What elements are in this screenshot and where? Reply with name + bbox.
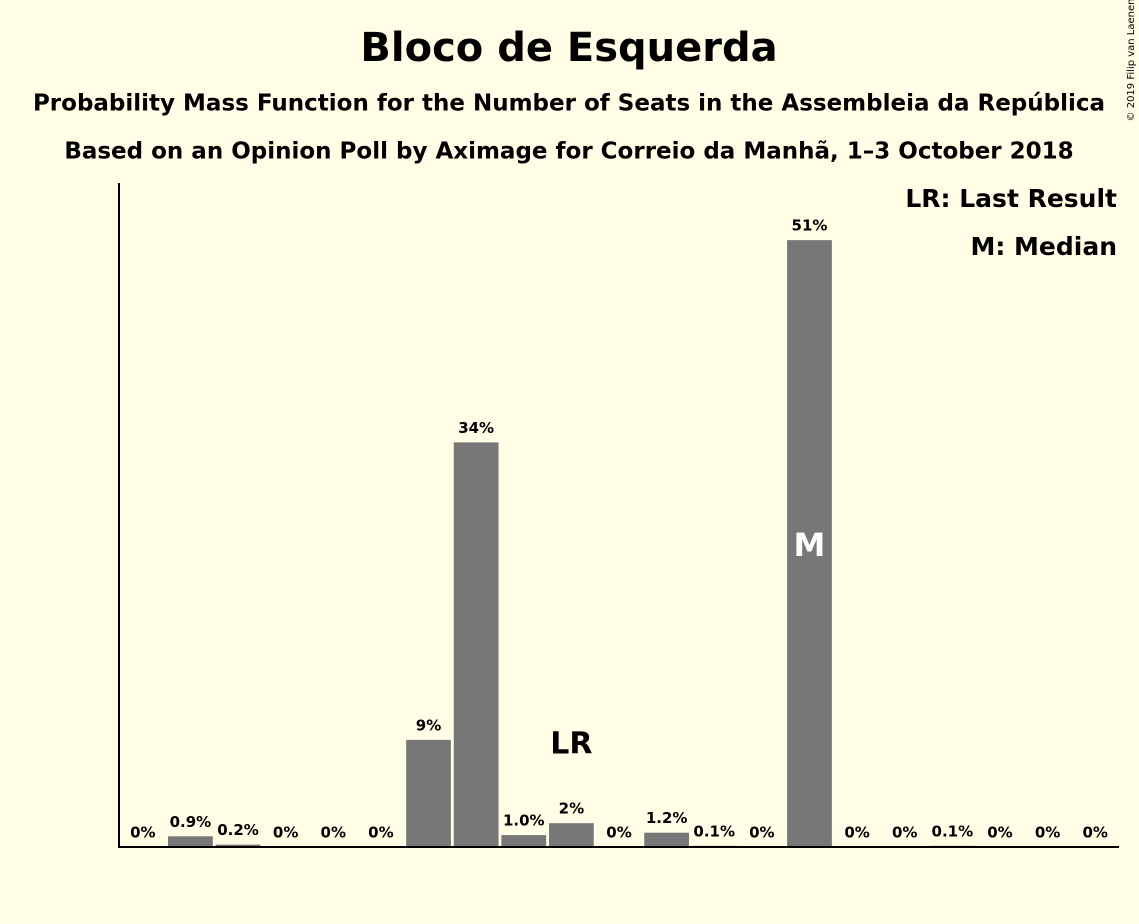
bars [168, 240, 975, 847]
data-label: 1.0% [503, 812, 545, 830]
data-label: 0.9% [170, 813, 212, 831]
data-label: 1.2% [646, 809, 688, 827]
data-label: 0.1% [693, 822, 735, 840]
data-label: 0% [892, 824, 917, 842]
data-label: 0% [321, 824, 346, 842]
bar [215, 844, 261, 847]
data-label: 9% [416, 716, 441, 734]
bar [453, 442, 499, 847]
legend-entry: M: Median [970, 232, 1117, 261]
data-label: 0% [368, 824, 393, 842]
bar [168, 836, 213, 847]
bar [787, 240, 832, 847]
data-label: 0% [273, 824, 298, 842]
last-result-label: LR [550, 727, 592, 762]
data-label: 0% [606, 824, 631, 842]
chart-subtitle: Probability Mass Function for the Number… [33, 91, 1105, 117]
legend-entry: LR: Last Result [905, 184, 1117, 213]
data-label: 2% [559, 800, 584, 818]
bar [406, 739, 451, 847]
data-label: 0% [987, 824, 1012, 842]
chart-title: Bloco de Esquerda [360, 25, 777, 71]
data-label: 0% [1082, 824, 1107, 842]
data-label: 0% [749, 824, 774, 842]
bar [501, 835, 547, 847]
copyright: © 2019 Filip van Laenen [1126, 0, 1137, 121]
bar [549, 823, 594, 847]
bar [644, 832, 689, 847]
labels: 0% 0.9% 0.2% 0% 0% 0% 9% 34% 1.0% 2% 0% 1.2% 0.1% 0% 5… [130, 184, 1117, 842]
median-label: M [794, 526, 826, 564]
data-label: 0.1% [932, 822, 974, 840]
data-label: 0% [844, 824, 869, 842]
data-label: 0% [1035, 824, 1060, 842]
data-label: 0.2% [217, 821, 259, 839]
data-label: 34% [458, 419, 494, 437]
data-label: 0% [130, 824, 155, 842]
chart-subtitle: Based on an Opinion Poll by Aximage for … [64, 139, 1073, 165]
data-label: 51% [792, 217, 828, 235]
